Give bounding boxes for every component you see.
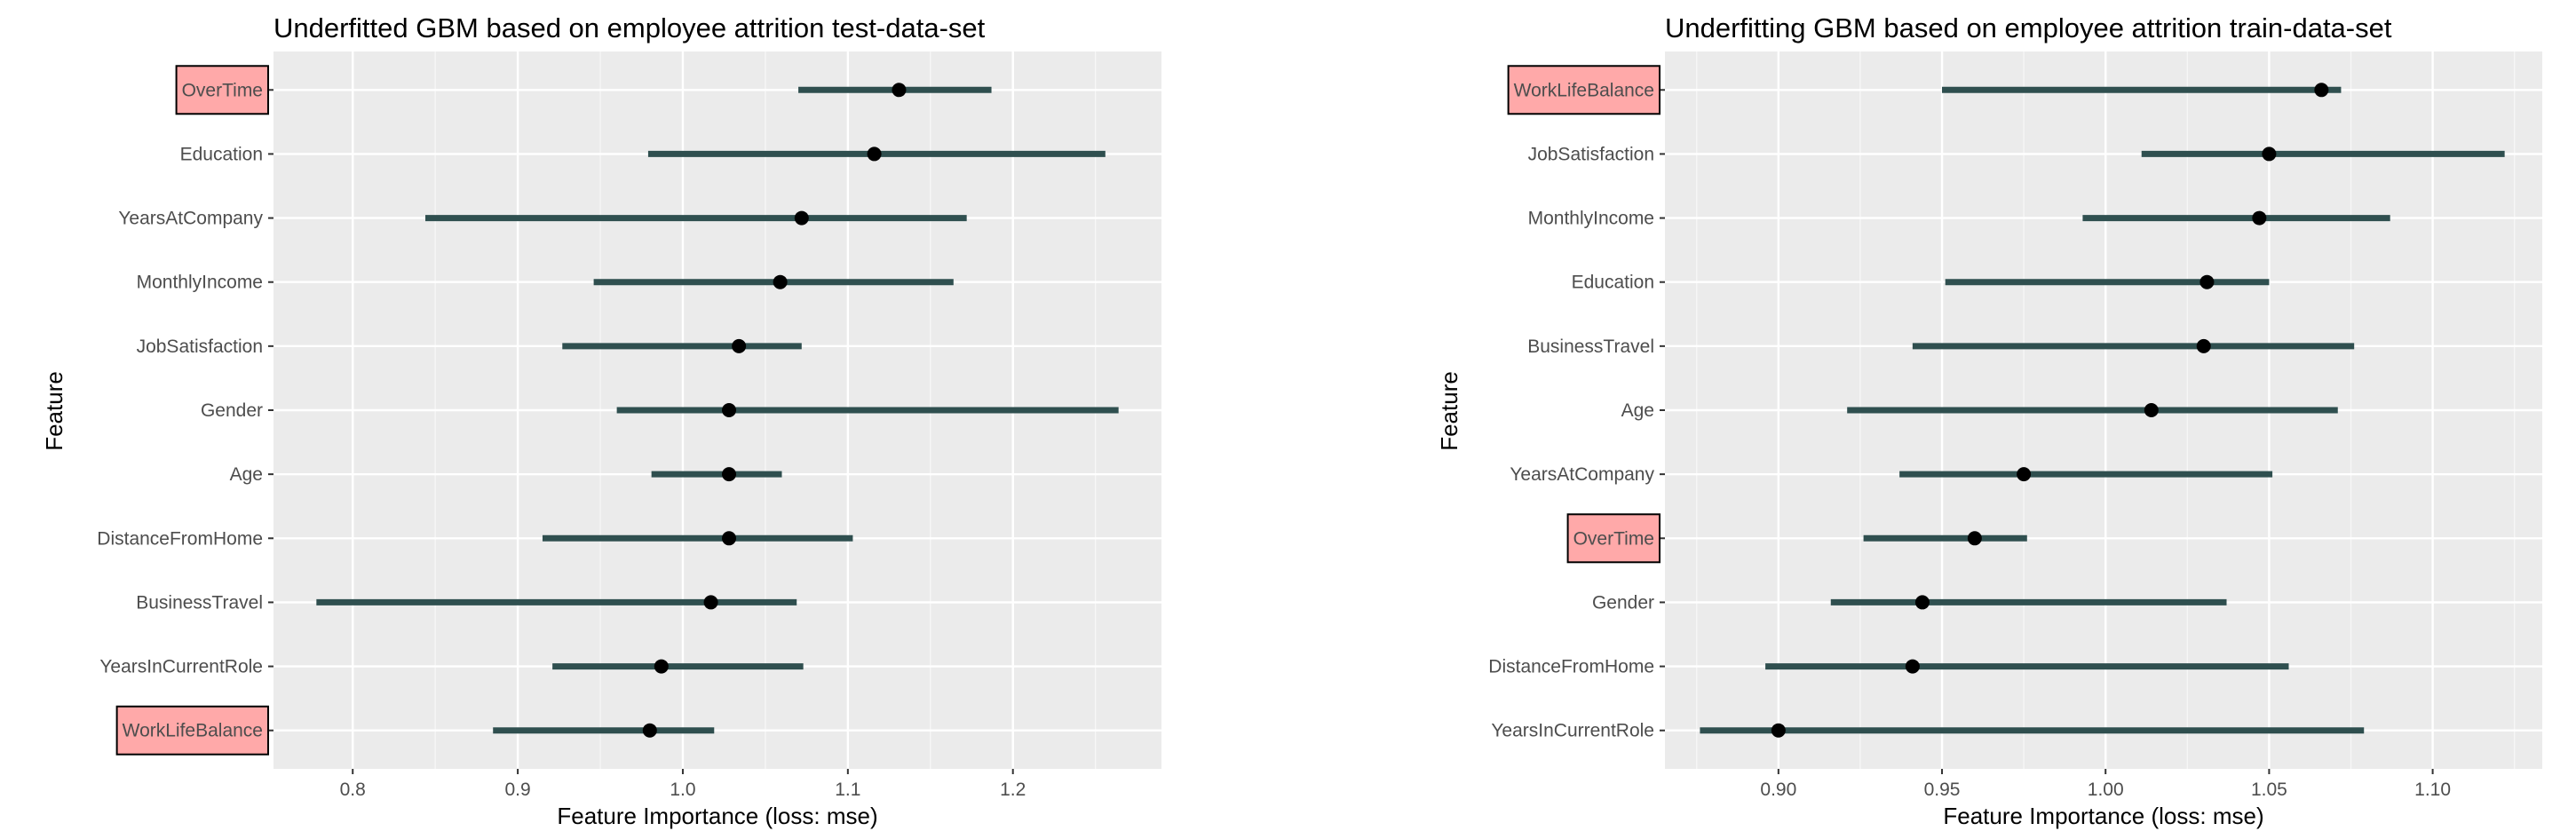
importance-point — [2017, 467, 2032, 482]
y-axis-title: Feature — [41, 371, 67, 451]
feature-label: YearsAtCompany — [118, 209, 263, 229]
importance-point — [794, 210, 809, 226]
chart-panel-test: Underfitted GBM based on employee attrit… — [41, 12, 1161, 829]
x-axis-title: Feature Importance (loss: mse) — [557, 803, 877, 829]
x-tick-label: 1.05 — [2251, 780, 2287, 800]
x-tick-label: 1.00 — [2088, 780, 2124, 800]
importance-point — [867, 146, 882, 162]
feature-label: Education — [180, 144, 263, 164]
feature-label: YearsAtCompany — [1510, 464, 1654, 485]
feature-label: MonthlyIncome — [137, 273, 263, 293]
importance-point — [703, 595, 718, 610]
x-tick-label: 1.1 — [835, 780, 860, 800]
feature-label: YearsInCurrentRole — [1491, 721, 1654, 741]
feature-label: OverTime — [182, 80, 263, 100]
importance-point — [2196, 338, 2211, 353]
importance-point — [2252, 210, 2267, 226]
feature-highlight-box — [1507, 65, 1661, 115]
feature-label: Age — [230, 464, 263, 485]
feature-label: WorkLifeBalance — [1514, 80, 1654, 100]
plot-area: 0.8 0.9 1.0 1.1 1.2 OverTime Education YearsAtC… — [97, 51, 1161, 800]
importance-point — [2314, 83, 2329, 98]
x-tick-label: 1.0 — [670, 780, 695, 800]
importance-point — [642, 723, 657, 738]
x-tick-label: 0.95 — [1924, 780, 1961, 800]
importance-point — [773, 274, 788, 289]
feature-highlight-box — [175, 65, 269, 115]
feature-label: DistanceFromHome — [1488, 657, 1654, 677]
importance-point — [892, 83, 907, 98]
importance-point — [1967, 531, 1982, 546]
feature-highlight-box — [115, 705, 269, 756]
feature-label: MonthlyIncome — [1528, 209, 1654, 229]
feature-label: WorkLifeBalance — [123, 721, 263, 741]
importance-point — [722, 531, 737, 546]
x-tick-label: 0.8 — [340, 780, 366, 800]
feature-label: YearsInCurrentRole — [99, 657, 263, 677]
x-tick-label: 0.90 — [1760, 780, 1796, 800]
feature-label: Gender — [1592, 592, 1654, 613]
importance-point — [722, 467, 737, 482]
feature-label: BusinessTravel — [1527, 336, 1654, 357]
importance-point — [1771, 723, 1786, 738]
importance-point — [654, 659, 669, 674]
importance-point — [722, 403, 737, 417]
importance-point — [732, 338, 747, 353]
y-axis-title: Feature — [1436, 371, 1462, 451]
plot-area: 0.90 0.95 1.00 1.05 1.10 WorkLifeBalance JobSa… — [1488, 51, 2542, 800]
chart-title: Underfitting GBM based on employee attri… — [1665, 12, 2392, 44]
importance-point — [1905, 659, 1920, 674]
feature-label: Education — [1572, 273, 1654, 293]
feature-label: JobSatisfaction — [137, 336, 263, 357]
x-tick-label: 1.10 — [2414, 780, 2451, 800]
chart-title: Underfitted GBM based on employee attrit… — [273, 12, 986, 44]
chart-panel-train: Underfitting GBM based on employee attri… — [1436, 12, 2542, 829]
feature-label: DistanceFromHome — [97, 528, 263, 549]
feature-highlight-box — [1566, 513, 1661, 564]
feature-label: Age — [1621, 400, 1654, 421]
feature-label: JobSatisfaction — [1528, 144, 1654, 164]
x-axis-title: Feature Importance (loss: mse) — [1943, 803, 2263, 829]
importance-point — [1914, 595, 1930, 610]
importance-point — [2262, 146, 2277, 162]
x-tick-label: 1.2 — [1000, 780, 1026, 800]
feature-label: OverTime — [1573, 528, 1654, 549]
importance-point — [2200, 274, 2215, 289]
feature-label: BusinessTravel — [136, 592, 263, 613]
x-tick-label: 0.9 — [504, 780, 530, 800]
importance-point — [2144, 403, 2159, 417]
feature-label: Gender — [201, 400, 263, 421]
